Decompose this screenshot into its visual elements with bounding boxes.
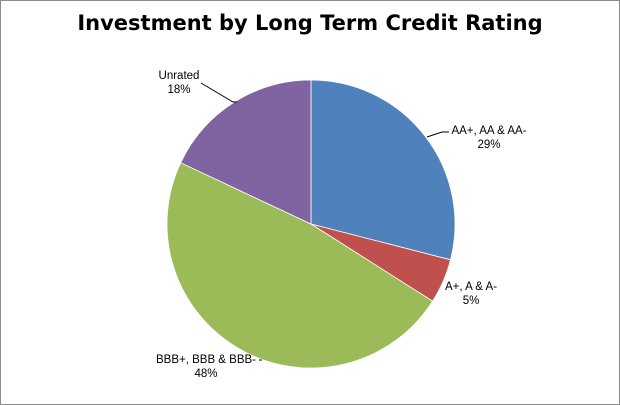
slice-percent-label: 29% bbox=[477, 139, 500, 151]
slice-category-label: A+, A & A- bbox=[445, 281, 497, 293]
slice-category-label: Unrated bbox=[159, 70, 200, 82]
slice-label-bbb-bbb-bbb: BBB+, BBB & BBB- 48% bbox=[156, 354, 256, 380]
slice-percent-label: 48% bbox=[194, 368, 217, 380]
leader-line-aa-aa-aa bbox=[426, 131, 449, 138]
slice-percent-label: 18% bbox=[167, 84, 190, 96]
slice-category-label: BBB+, BBB & BBB- bbox=[156, 354, 256, 366]
pie-slice-bbb-bbb-bbb bbox=[166, 162, 434, 369]
slice-label-aa-aa-aa: AA+, AA & AA- 29% bbox=[451, 125, 526, 151]
leader-line-unrated bbox=[200, 82, 237, 103]
slice-label-a-a-a: A+, A & A- 5% bbox=[445, 281, 497, 307]
chart-title: Investment by Long Term Credit Rating bbox=[77, 11, 543, 35]
slice-label-unrated: Unrated 18% bbox=[159, 70, 200, 96]
slice-percent-label: 5% bbox=[463, 295, 480, 307]
pie-slice-aa-aa-aa bbox=[310, 79, 456, 261]
slice-category-label: AA+, AA & AA- bbox=[451, 125, 526, 137]
